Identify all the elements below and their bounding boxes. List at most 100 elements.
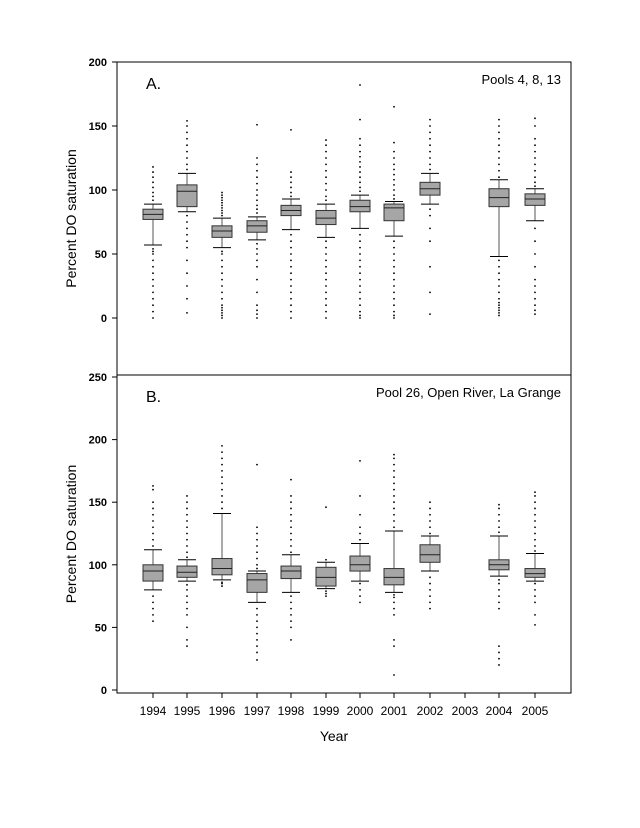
outlier-point — [534, 601, 536, 604]
outlier-point — [325, 253, 327, 255]
outlier-point — [186, 131, 188, 134]
outlier-point — [534, 550, 536, 552]
panel-b-ytick-label: 150 — [89, 497, 107, 509]
outlier-point — [221, 253, 223, 255]
outlier-point — [186, 538, 188, 541]
outlier-point — [186, 150, 188, 153]
outlier-point — [498, 578, 500, 581]
outlier-point — [393, 457, 395, 460]
outlier-point — [256, 278, 258, 281]
outlier-point — [186, 601, 188, 604]
outlier-point — [221, 285, 223, 287]
outlier-point — [186, 583, 188, 586]
outlier-point — [393, 178, 395, 181]
outlier-point — [393, 463, 395, 466]
outlier-point — [186, 221, 188, 223]
outlier-point — [534, 520, 536, 522]
outlier-point — [429, 144, 431, 147]
outlier-point — [498, 137, 500, 140]
outlier-point — [152, 297, 154, 300]
outlier-point — [256, 182, 258, 185]
outlier-point — [152, 195, 154, 198]
panel-b-xlabel: Year — [320, 728, 349, 744]
outlier-point — [393, 470, 395, 472]
outlier-point — [498, 595, 500, 597]
outlier-point — [186, 157, 188, 159]
outlier-point — [534, 169, 536, 172]
outlier-point — [290, 253, 292, 255]
outlier-point — [429, 607, 431, 610]
outlier-point — [359, 240, 361, 243]
outlier-point — [186, 520, 188, 522]
panel-a-box-1998 — [280, 128, 302, 319]
outlier-point — [221, 291, 223, 294]
outlier-point — [325, 297, 327, 300]
outlier-point — [534, 532, 536, 535]
panel-a-box-1999 — [315, 139, 337, 319]
outlier-point — [256, 309, 258, 312]
outlier-point — [290, 495, 292, 497]
outlier-point — [359, 265, 361, 268]
outlier-point — [221, 507, 223, 510]
outlier-point — [393, 105, 395, 108]
panel-b-letter: B. — [146, 389, 161, 406]
outlier-point — [359, 297, 361, 300]
panel-a-box-2000 — [349, 84, 371, 319]
panel-a-frame — [116, 61, 572, 376]
outlier-point — [498, 311, 500, 314]
outlier-point — [325, 259, 327, 262]
outlier-point — [393, 259, 395, 262]
outlier-point — [186, 495, 188, 497]
outlier-point — [221, 201, 223, 204]
panel-b-box-1998 — [280, 478, 302, 641]
panel-a-letter: A. — [146, 76, 161, 93]
outlier-point — [534, 297, 536, 300]
outlier-point — [359, 233, 361, 236]
outlier-point — [256, 567, 258, 570]
outlier-point — [534, 291, 536, 294]
outlier-point — [498, 526, 500, 529]
outlier-point — [186, 163, 188, 166]
panel-a-box-2001 — [383, 105, 405, 319]
panel-b-ytick-label: 0 — [101, 685, 107, 697]
outlier-point — [534, 613, 536, 616]
outlier-point — [221, 311, 223, 314]
outlier-point — [429, 501, 431, 504]
outlier-point — [325, 182, 327, 185]
outlier-point — [290, 620, 292, 623]
panel-a-ylabel: Percent DO saturation — [63, 149, 79, 288]
outlier-point — [290, 538, 292, 541]
outlier-point — [393, 476, 395, 479]
outlier-point — [359, 495, 361, 497]
outlier-point — [325, 144, 327, 147]
outlier-point — [498, 503, 500, 506]
outlier-point — [498, 118, 500, 121]
outlier-point — [534, 227, 536, 230]
iqr-box — [315, 209, 337, 226]
outlier-point — [429, 601, 431, 604]
outlier-point — [393, 240, 395, 243]
outlier-point — [393, 297, 395, 300]
outlier-point — [152, 278, 154, 281]
outlier-point — [152, 607, 154, 610]
outlier-point — [152, 166, 154, 168]
panel-a-box-2005 — [524, 117, 546, 316]
outlier-point — [359, 246, 361, 249]
outlier-point — [186, 214, 188, 217]
panel-b-xtick-label: 1996 — [209, 704, 236, 718]
outlier-point — [152, 181, 154, 184]
iqr-box — [524, 193, 546, 206]
outlier-point — [429, 118, 431, 121]
outlier-point — [534, 526, 536, 529]
outlier-point — [186, 259, 188, 262]
outlier-point — [325, 310, 327, 313]
outlier-point — [221, 194, 223, 197]
outlier-point — [429, 291, 431, 294]
iqr-box — [349, 199, 371, 213]
outlier-point — [359, 144, 361, 147]
outlier-point — [534, 582, 536, 585]
iqr-box — [315, 566, 337, 587]
outlier-point — [290, 265, 292, 268]
outlier-point — [498, 150, 500, 153]
outlier-point — [186, 639, 188, 641]
